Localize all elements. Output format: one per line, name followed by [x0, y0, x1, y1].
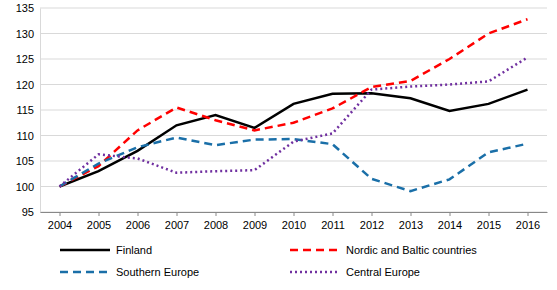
y-tick-label: 100: [16, 181, 34, 193]
x-tick: 2006: [126, 212, 150, 231]
legend-label: Nordic and Baltic countries: [346, 244, 477, 256]
x-tick-mark: [489, 212, 490, 216]
grid-line: [40, 186, 547, 187]
legend: Finland Nordic and Baltic countries Southe…: [60, 244, 477, 278]
y-tick-label: 105: [16, 155, 34, 167]
x-tick: 2008: [204, 212, 228, 231]
x-tick: 2004: [48, 212, 72, 231]
grid-line: [40, 110, 547, 111]
y-tick-label: 115: [16, 104, 34, 116]
y-tick: 100: [16, 181, 40, 193]
plot: 9510010511011512012513013520042005200620…: [16, 2, 548, 231]
x-tick-mark: [177, 212, 178, 216]
x-tick-mark: [216, 212, 217, 216]
y-tick-label: 120: [16, 79, 34, 91]
y-tick-label: 135: [16, 2, 34, 14]
x-axis: 2004 2005 2006 2007 2008 2009 2010 2011 2012 2013…: [41, 212, 548, 231]
grid: [40, 8, 547, 212]
y-tick: 105: [16, 155, 40, 167]
x-tick: 2009: [243, 212, 267, 231]
x-tick: 2005: [87, 212, 111, 231]
legend-swatch: [290, 249, 340, 252]
x-tick-label: 2007: [165, 219, 189, 231]
x-tick-label: 2005: [87, 219, 111, 231]
x-tick: 2016: [516, 212, 540, 231]
legend-label: Central Europe: [346, 266, 420, 278]
y-axis: 95 100 105 110 115 120 125 130 135: [16, 2, 41, 218]
legend-item: Finland: [60, 244, 152, 256]
y-tick-label: 125: [16, 53, 34, 65]
x-tick-label: 2004: [48, 219, 72, 231]
legend-label: Southern Europe: [116, 266, 199, 278]
legend-swatch: [290, 271, 340, 274]
legend-label: Finland: [116, 244, 152, 256]
x-tick: 2014: [438, 212, 462, 231]
series-line: [60, 19, 528, 186]
x-tick-label: 2011: [321, 219, 345, 231]
x-tick: 2013: [399, 212, 423, 231]
x-tick: 2007: [165, 212, 189, 231]
x-tick-mark: [372, 212, 373, 216]
y-tick-label: 95: [22, 206, 34, 218]
x-tick-label: 2015: [477, 219, 501, 231]
y-tick: 130: [16, 28, 40, 40]
x-tick-label: 2012: [360, 219, 384, 231]
grid-line: [40, 8, 547, 9]
legend-swatch: [60, 249, 110, 252]
x-tick-label: 2014: [438, 219, 462, 231]
x-tick-mark: [99, 212, 100, 216]
legend-item: Nordic and Baltic countries: [290, 244, 477, 256]
grid-line: [40, 59, 547, 60]
y-axis-line: [40, 9, 41, 213]
y-tick: 125: [16, 53, 40, 65]
x-tick-label: 2016: [516, 219, 540, 231]
y-tick: 95: [22, 206, 40, 218]
x-tick-mark: [60, 212, 61, 216]
x-tick-mark: [138, 212, 139, 216]
series-line: [60, 57, 528, 186]
chart: 9510010511011512012513013520042005200620…: [0, 0, 557, 290]
x-tick-mark: [411, 212, 412, 216]
y-tick-label: 130: [16, 28, 34, 40]
grid-line: [40, 135, 547, 136]
x-tick-label: 2013: [399, 219, 423, 231]
grid-line: [40, 33, 547, 34]
x-tick-label: 2006: [126, 219, 150, 231]
x-tick-mark: [294, 212, 295, 216]
legend-swatch: [60, 271, 110, 274]
x-tick-mark: [255, 212, 256, 216]
y-tick: 120: [16, 79, 40, 91]
y-tick-label: 110: [16, 130, 34, 142]
x-tick-mark: [333, 212, 334, 216]
legend-item: Central Europe: [290, 266, 420, 278]
lines: [60, 19, 528, 191]
x-tick-label: 2008: [204, 219, 228, 231]
y-tick: 115: [16, 104, 40, 116]
y-tick: 110: [16, 130, 40, 142]
x-tick: 2011: [321, 212, 345, 231]
x-tick-mark: [450, 212, 451, 216]
x-tick-label: 2010: [282, 219, 306, 231]
grid-line: [40, 84, 547, 85]
x-tick: 2015: [477, 212, 501, 231]
x-tick: 2012: [360, 212, 384, 231]
legend-item: Southern Europe: [60, 266, 199, 278]
x-tick-label: 2009: [243, 219, 267, 231]
y-tick: 135: [16, 2, 40, 14]
x-tick-mark: [528, 212, 529, 216]
x-tick: 2010: [282, 212, 306, 231]
series-line: [60, 138, 528, 192]
